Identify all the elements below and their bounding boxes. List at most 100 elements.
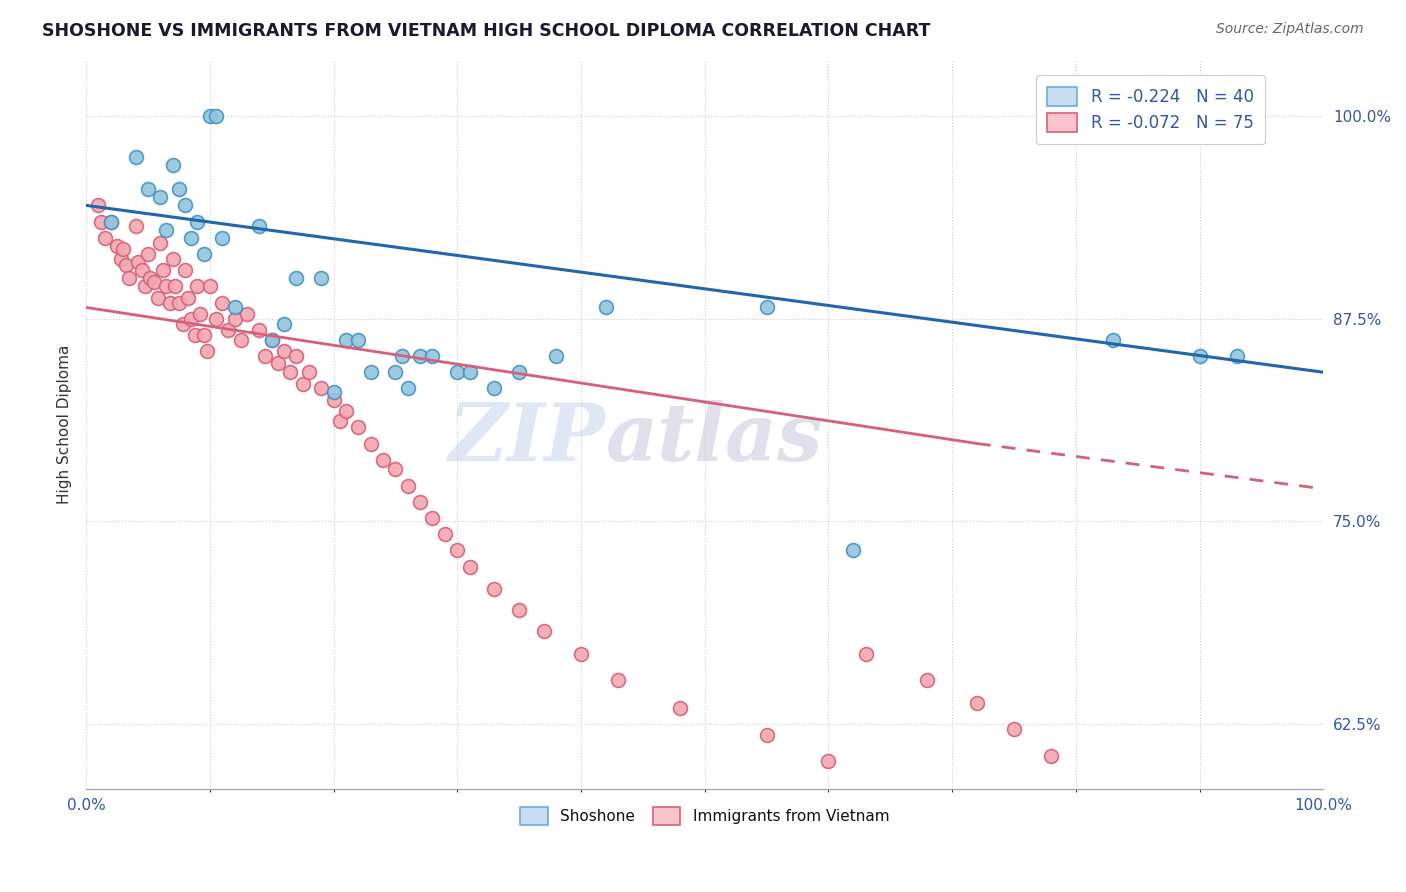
Point [186,279,208,293]
Point [236,307,259,321]
Point [384,365,406,379]
Point [291,376,314,391]
Point [188,307,211,321]
Point [180,231,202,245]
Y-axis label: High School Diploma: High School Diploma [58,344,72,504]
Point [422,511,444,525]
Point [224,301,246,315]
Point [134,279,156,293]
Point [371,452,394,467]
Point [322,384,344,399]
Point [165,279,187,293]
Point [186,214,208,228]
Legend: Shoshone, Immigrants from Vietnam: Shoshone, Immigrants from Vietnam [509,797,900,836]
Point [817,754,839,768]
Point [309,271,332,285]
Point [136,182,159,196]
Point [131,263,153,277]
Point [155,222,177,236]
Point [172,317,194,331]
Point [273,344,295,359]
Point [533,624,555,639]
Point [433,527,456,541]
Point [396,381,419,395]
Point [136,247,159,261]
Point [254,349,277,363]
Point [569,647,592,661]
Point [1226,349,1249,363]
Point [1188,349,1211,363]
Point [174,263,197,277]
Point [184,328,207,343]
Point [124,150,146,164]
Point [217,323,239,337]
Text: atlas: atlas [606,400,823,477]
Text: ZIP: ZIP [449,400,606,477]
Point [1102,333,1125,347]
Point [152,263,174,277]
Point [278,365,301,379]
Point [205,311,228,326]
Point [755,301,778,315]
Text: SHOSHONE VS IMMIGRANTS FROM VIETNAM HIGH SCHOOL DIPLOMA CORRELATION CHART: SHOSHONE VS IMMIGRANTS FROM VIETNAM HIGH… [42,22,931,40]
Point [180,311,202,326]
Point [162,158,184,172]
Point [100,214,122,228]
Point [162,252,184,266]
Point [335,404,357,418]
Point [298,365,321,379]
Point [105,239,128,253]
Point [167,295,190,310]
Point [347,333,370,347]
Point [195,344,218,359]
Point [174,198,197,212]
Point [114,258,136,272]
Point [384,462,406,476]
Point [484,582,506,597]
Point [176,291,198,305]
Point [484,381,506,395]
Point [211,231,233,245]
Point [155,279,177,293]
Point [193,328,215,343]
Point [149,235,172,250]
Point [110,252,132,266]
Point [149,190,172,204]
Point [247,219,270,234]
Point [917,673,939,687]
Point [335,333,357,347]
Point [966,696,988,710]
Point [446,543,468,558]
Point [260,333,283,347]
Point [508,365,530,379]
Point [322,392,344,407]
Point [458,559,481,574]
Point [458,365,481,379]
Point [422,349,444,363]
Point [143,275,166,289]
Point [139,271,162,285]
Point [205,109,228,123]
Point [409,495,432,509]
Point [167,182,190,196]
Point [124,219,146,234]
Point [87,198,110,212]
Point [1002,722,1025,736]
Point [267,355,290,369]
Point [211,295,233,310]
Point [159,295,181,310]
Point [309,381,332,395]
Point [329,414,352,428]
Point [409,349,432,363]
Point [285,271,308,285]
Point [229,333,252,347]
Point [755,728,778,742]
Point [285,349,308,363]
Point [198,109,221,123]
Point [127,255,149,269]
Point [508,603,530,617]
Point [260,333,283,347]
Point [118,271,141,285]
Point [391,349,413,363]
Point [112,242,135,256]
